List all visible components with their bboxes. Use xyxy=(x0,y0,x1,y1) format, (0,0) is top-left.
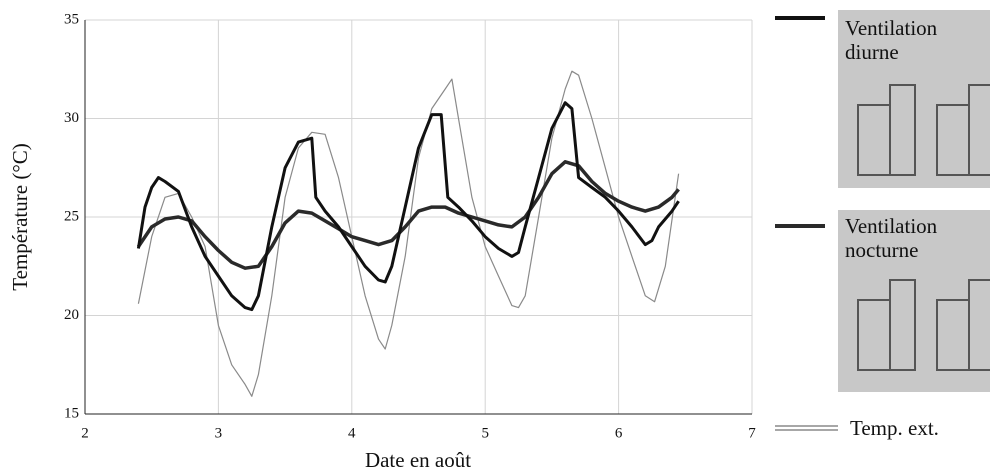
y-tick-label: 25 xyxy=(64,208,79,224)
x-tick-label: 7 xyxy=(748,425,756,441)
series-line xyxy=(136,160,680,270)
x-tick-label: 2 xyxy=(81,425,89,441)
building-sketches xyxy=(857,84,990,371)
y-tick-label: 30 xyxy=(64,110,79,126)
x-tick-label: 3 xyxy=(215,425,223,441)
legend-label: Temp. ext. xyxy=(850,416,939,440)
x-tick-label: 4 xyxy=(348,425,356,441)
legend-label: Ventilation nocturne xyxy=(845,214,938,262)
x-axis-label: Date en août xyxy=(365,448,471,472)
legend-label: Ventilation diurne xyxy=(845,16,938,64)
y-tick-label: 35 xyxy=(64,11,79,27)
series-line xyxy=(137,70,680,397)
x-tick-label: 6 xyxy=(615,425,623,441)
x-tick-label: 5 xyxy=(481,425,489,441)
y-tick-label: 20 xyxy=(64,307,79,323)
y-axis-label: Température (°C) xyxy=(8,143,32,290)
y-tick-label: 15 xyxy=(64,405,79,421)
series-line xyxy=(136,101,680,312)
